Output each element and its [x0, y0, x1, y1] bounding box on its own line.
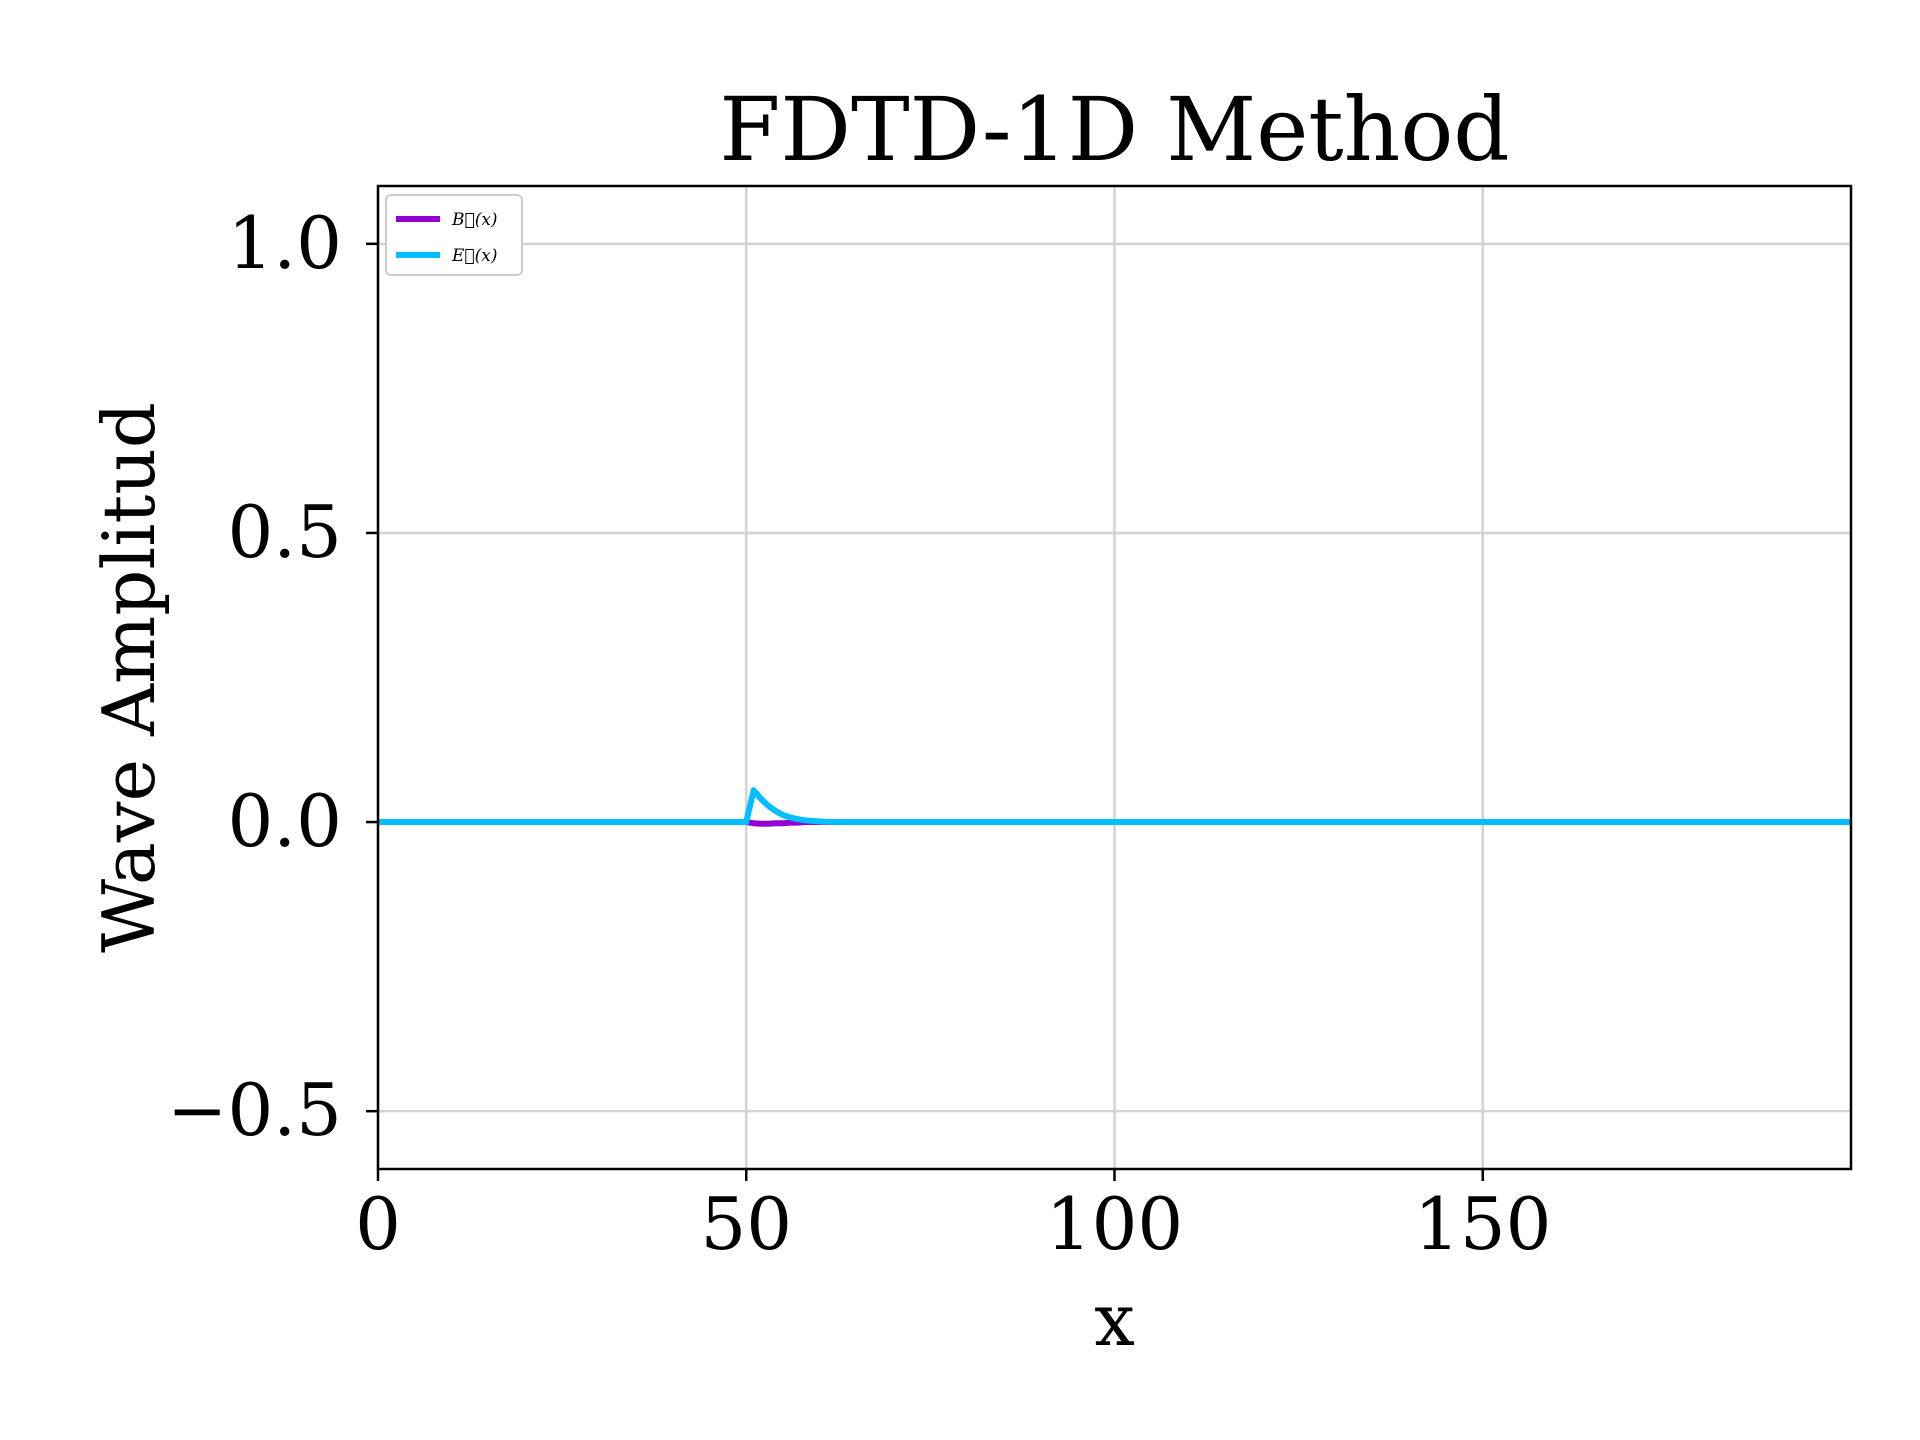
series-line-e-field: [378, 787, 1851, 826]
legend: B⃗(x) E⃗(x): [385, 194, 523, 276]
x-tick-label: 100: [1046, 1182, 1183, 1266]
chart-title: FDTD-1D Method: [719, 78, 1509, 181]
x-tick-label: 150: [1414, 1182, 1551, 1266]
series-lines: [378, 787, 1851, 827]
y-tick-label: 1.0: [227, 201, 342, 285]
y-tick-label: −0.5: [167, 1068, 342, 1152]
legend-label: E⃗(x): [451, 246, 497, 266]
x-tick-label: 50: [700, 1182, 792, 1266]
ticks: 0 50 100 150 −0.5 0.0 0.5 1.0: [167, 201, 1551, 1266]
y-tick-label: 0.0: [227, 779, 342, 863]
y-axis-title: Wave Amplitud: [87, 402, 171, 953]
x-axis-title: x: [1094, 1278, 1135, 1362]
y-tick-label: 0.5: [227, 490, 342, 574]
legend-label: B⃗(x): [451, 210, 498, 230]
x-tick-label: 0: [355, 1182, 401, 1266]
